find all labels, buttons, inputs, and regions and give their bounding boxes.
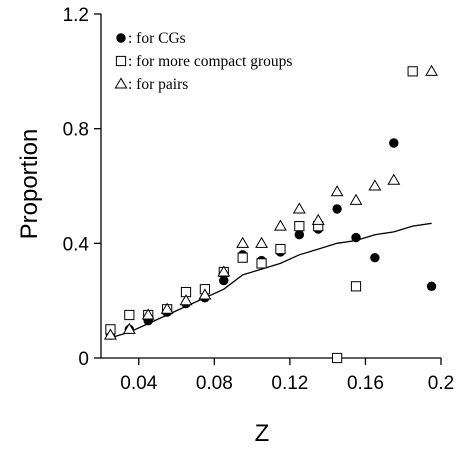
compact-group-point xyxy=(237,252,248,263)
compact-group-point xyxy=(124,309,135,321)
pair-point xyxy=(425,64,439,76)
cg-point xyxy=(294,230,305,240)
cg-point xyxy=(351,232,361,243)
y-tick-label: 0.4 xyxy=(63,234,90,255)
pair-point xyxy=(103,328,117,340)
cg-point xyxy=(389,138,399,148)
y-axis-title: Proportion xyxy=(16,129,43,240)
legend-label: : for more compact groups xyxy=(128,53,292,70)
legend-cg-marker xyxy=(116,33,126,43)
x-tick-label: 0.04 xyxy=(120,373,157,394)
pair-point xyxy=(255,236,269,248)
pair-point xyxy=(387,173,401,185)
cg-point xyxy=(426,281,437,292)
compact-group-point xyxy=(332,352,343,364)
y-tick-label: 1.2 xyxy=(63,5,89,26)
series-line xyxy=(110,222,432,339)
y-tick-label: 0 xyxy=(78,349,89,370)
y-tick-label: 0.8 xyxy=(63,120,89,141)
pair-point xyxy=(236,236,250,248)
pair-point xyxy=(217,265,231,277)
legend-label: : for CGs xyxy=(128,30,186,47)
pair-point xyxy=(368,179,382,191)
compact-group-point xyxy=(256,258,267,269)
cg-point xyxy=(332,204,342,214)
x-tick-label: 0.08 xyxy=(196,373,233,394)
x-axis-title: Z xyxy=(255,420,270,447)
pair-point xyxy=(141,308,155,320)
pair-point xyxy=(122,322,136,334)
pair-point xyxy=(292,202,306,214)
x-tick-label: 0.12 xyxy=(271,373,308,394)
pair-point xyxy=(349,193,363,205)
pair-point xyxy=(311,213,325,225)
pair-point xyxy=(198,288,212,300)
legend-label: : for pairs xyxy=(128,76,188,93)
compact-group-point xyxy=(350,281,362,292)
compact-group-point xyxy=(294,221,305,232)
x-tick-label: 0.2 xyxy=(428,373,454,394)
pair-point xyxy=(273,219,287,231)
x-tick-label: 0.16 xyxy=(347,373,384,394)
legend-compact-marker xyxy=(115,55,127,67)
pair-point xyxy=(160,302,174,314)
pair-point xyxy=(330,185,344,197)
cg-point xyxy=(219,275,229,286)
legend-pair-marker xyxy=(114,77,128,89)
pair-point xyxy=(179,294,193,306)
compact-group-point xyxy=(275,243,286,255)
compact-group-point xyxy=(407,66,418,77)
cg-point xyxy=(370,252,380,263)
